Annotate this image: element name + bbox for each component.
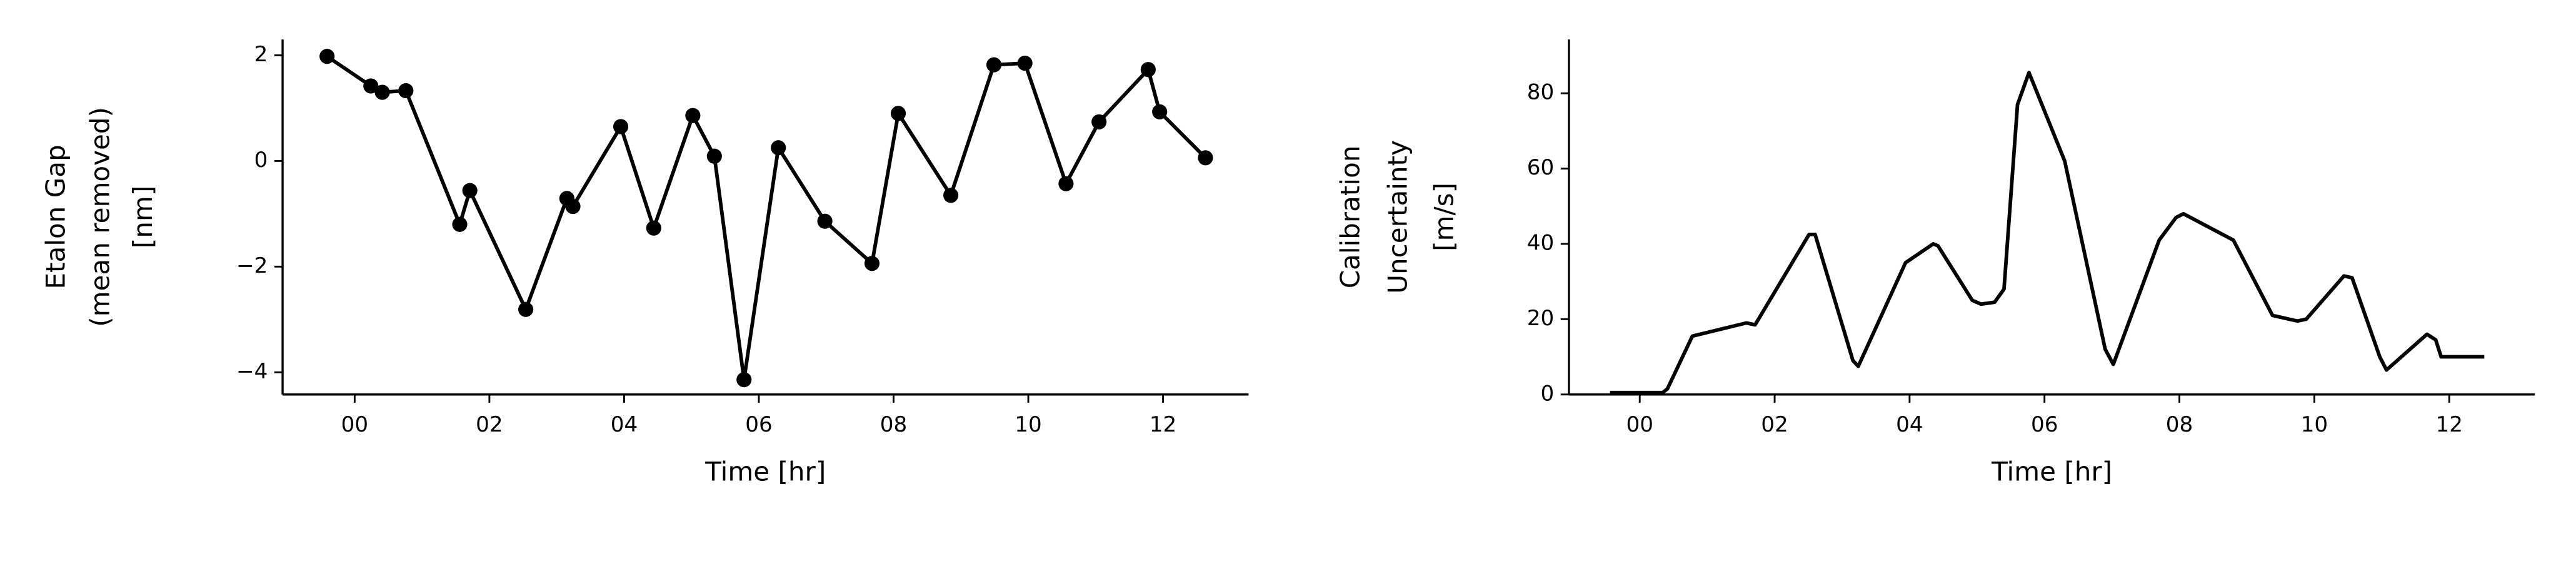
y-axis-label: Calibration — [1335, 146, 1365, 289]
data-point — [771, 140, 786, 156]
chart-panel: 00 02 04 06 08 10 12 0 20 40 60 80 Time [hr] Calibrat… — [1335, 39, 2535, 487]
x-axis-label: Time [hr] — [704, 456, 826, 487]
x-tick-label: 02 — [476, 412, 503, 437]
data-point — [943, 188, 959, 203]
y-tick-label: 0 — [254, 148, 268, 173]
y-tick-label: 0 — [1541, 381, 1555, 406]
y-tick-label: 60 — [1527, 155, 1554, 180]
data-line — [1610, 71, 2485, 395]
data-point — [398, 83, 414, 99]
data-point — [319, 49, 335, 64]
data-point — [646, 220, 661, 236]
x-tick-label: 00 — [1626, 412, 1653, 437]
data-point — [1058, 176, 1074, 191]
y-axis-label: Uncertainty — [1383, 140, 1413, 294]
data-point — [1152, 104, 1168, 119]
y-tick-label: −2 — [236, 253, 268, 278]
data-point — [613, 119, 629, 134]
data-point — [1198, 150, 1213, 166]
x-tick-label: 00 — [341, 412, 368, 437]
y-tick-label: 20 — [1527, 306, 1554, 331]
data-point — [864, 256, 880, 271]
y-tick-label: 2 — [254, 42, 268, 67]
x-tick-label: 12 — [2435, 412, 2462, 437]
x-tick-label: 10 — [1015, 412, 1041, 437]
x-tick-label: 08 — [880, 412, 907, 437]
y-axis-label: (mean removed) — [84, 107, 115, 327]
x-tick-label: 04 — [611, 412, 638, 437]
data-point — [452, 216, 468, 232]
data-point — [363, 78, 379, 94]
y-axis-label: [nm] — [128, 186, 158, 248]
x-axis-label: Time [hr] — [1991, 456, 2112, 487]
x-tick-label: 04 — [1896, 412, 1923, 437]
x-tick-label: 06 — [745, 412, 772, 437]
data-point — [374, 84, 390, 100]
x-tick-label: 02 — [1761, 412, 1788, 437]
y-tick-label: 40 — [1527, 230, 1554, 255]
x-tick-label: 12 — [1150, 412, 1176, 437]
x-tick-label: 06 — [2031, 412, 2058, 437]
y-tick-label: 80 — [1527, 80, 1554, 105]
y-axis-label: [m/s] — [1428, 183, 1459, 251]
data-point — [462, 183, 478, 198]
data-point — [518, 301, 534, 317]
data-point — [817, 213, 833, 229]
data-point — [565, 198, 581, 215]
data-point — [1017, 56, 1033, 71]
data-point — [1091, 114, 1107, 129]
x-tick-label: 08 — [2166, 412, 2193, 437]
y-tick-label: −4 — [236, 359, 268, 384]
data-point — [890, 106, 906, 121]
y-axis-label: Etalon Gap — [41, 144, 71, 289]
data-point — [986, 57, 1002, 73]
x-tick-label: 10 — [2301, 412, 2328, 437]
data-point — [1140, 62, 1156, 78]
data-point — [706, 148, 722, 164]
data-point — [736, 372, 752, 388]
data-point — [685, 108, 701, 123]
